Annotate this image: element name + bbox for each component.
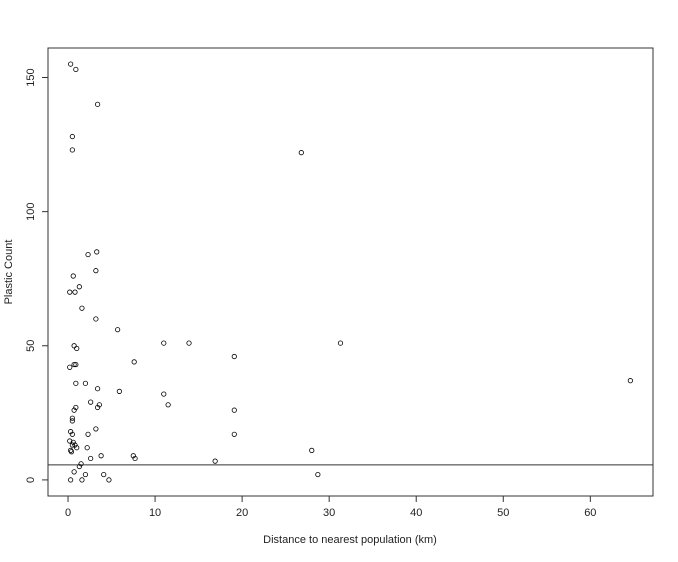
data-point xyxy=(70,439,76,445)
data-point xyxy=(298,150,304,156)
data-point xyxy=(74,445,80,451)
data-point xyxy=(98,453,104,459)
y-tick-label: 100 xyxy=(25,202,37,220)
data-point xyxy=(231,353,237,360)
data-point xyxy=(106,477,112,483)
data-point xyxy=(74,345,80,352)
data-point xyxy=(68,477,74,483)
plot-frame xyxy=(47,47,654,497)
data-points xyxy=(67,61,633,483)
data-point xyxy=(101,471,107,478)
y-tick-label: 0 xyxy=(25,477,37,483)
data-point xyxy=(131,359,137,365)
data-point xyxy=(69,133,75,140)
data-point xyxy=(71,407,77,413)
data-point xyxy=(68,447,74,453)
data-point xyxy=(76,284,82,290)
y-tick-label: 50 xyxy=(25,340,37,352)
data-point xyxy=(132,455,138,462)
data-point xyxy=(161,340,167,346)
data-point xyxy=(67,438,73,444)
y-axis-label: Plastic Count xyxy=(3,240,15,305)
data-point xyxy=(93,426,99,432)
data-point xyxy=(78,461,84,467)
data-point xyxy=(79,305,85,311)
data-point xyxy=(68,429,74,435)
data-point xyxy=(93,316,99,322)
x-tick-label: 40 xyxy=(410,507,422,519)
data-point xyxy=(69,442,75,448)
data-point xyxy=(72,289,78,295)
data-point xyxy=(82,380,89,386)
data-point xyxy=(71,361,77,368)
data-point xyxy=(69,415,75,421)
data-point xyxy=(116,388,122,394)
data-point xyxy=(130,453,136,459)
data-point xyxy=(95,386,101,392)
data-point xyxy=(73,380,79,386)
data-point xyxy=(73,66,79,73)
y-tick-label: 150 xyxy=(25,68,37,86)
x-tick-label: 60 xyxy=(584,507,596,519)
x-tick-label: 20 xyxy=(236,507,248,519)
data-point xyxy=(115,327,121,333)
data-point xyxy=(71,469,77,475)
data-point xyxy=(94,249,100,255)
data-point xyxy=(69,431,75,437)
data-point xyxy=(69,418,75,424)
data-point xyxy=(67,364,73,370)
data-point xyxy=(88,399,94,405)
data-point xyxy=(231,407,237,413)
data-point xyxy=(93,268,99,274)
data-point xyxy=(85,251,91,258)
data-point xyxy=(337,340,344,346)
data-point xyxy=(95,101,101,107)
data-point xyxy=(72,442,78,448)
data-point xyxy=(69,147,75,153)
data-point xyxy=(70,273,76,279)
data-point xyxy=(309,447,315,453)
x-axis-label: Distance to nearest population (km) xyxy=(263,534,437,546)
data-point xyxy=(315,471,321,478)
data-point xyxy=(73,361,79,368)
data-point xyxy=(96,402,102,408)
axes: 0 10 20 30 40 50 60 0 50 100 150 xyxy=(25,47,654,519)
data-point xyxy=(212,458,218,464)
data-point xyxy=(186,340,192,346)
data-point xyxy=(95,404,101,411)
data-point xyxy=(73,404,79,411)
data-point xyxy=(161,391,167,397)
data-point xyxy=(71,343,77,349)
data-point xyxy=(68,61,74,67)
data-point xyxy=(627,378,633,384)
x-tick-label: 30 xyxy=(323,507,335,519)
x-tick-label: 50 xyxy=(497,507,509,519)
x-tick-label: 0 xyxy=(65,507,71,519)
data-point xyxy=(82,471,89,478)
data-point xyxy=(85,431,91,437)
data-point xyxy=(88,455,94,462)
data-point xyxy=(84,445,90,451)
data-point xyxy=(165,402,171,408)
data-point xyxy=(76,463,82,470)
data-point xyxy=(231,431,237,437)
data-point xyxy=(68,449,75,455)
data-point xyxy=(79,477,85,483)
x-tick-label: 10 xyxy=(149,507,161,519)
data-point xyxy=(67,289,73,295)
